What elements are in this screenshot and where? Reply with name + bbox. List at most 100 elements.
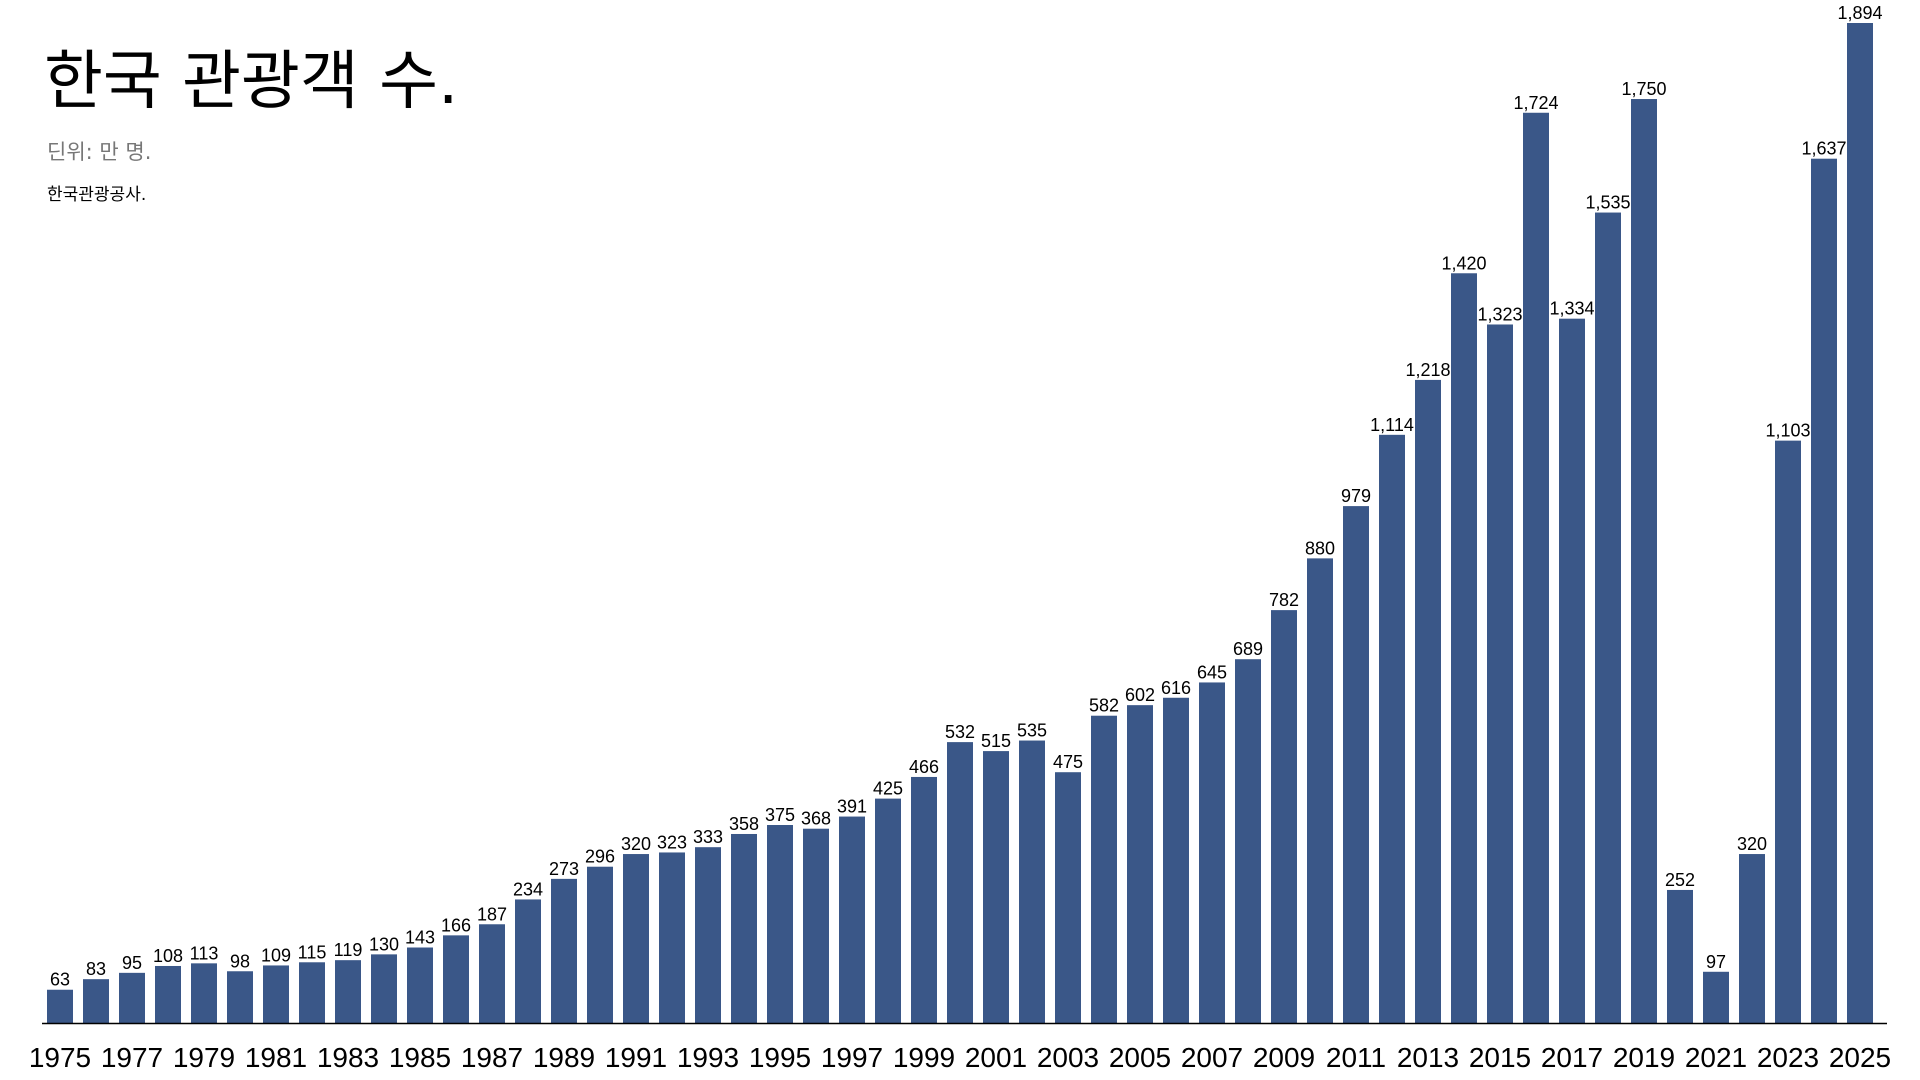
- data-label: 1,750: [1621, 79, 1666, 99]
- bar-2006: [1163, 697, 1189, 1023]
- bar-1978: [155, 965, 181, 1023]
- bar-1987: [479, 924, 505, 1023]
- bar-2019: [1631, 99, 1657, 1024]
- bar-1985: [407, 947, 433, 1023]
- chart-title: 한국 관광객 수.: [44, 45, 459, 119]
- data-label: 95: [122, 953, 142, 973]
- data-label: 391: [837, 797, 867, 817]
- x-tick-label: 2015: [1469, 1042, 1531, 1073]
- data-label: 97: [1706, 952, 1726, 972]
- bar-2004: [1091, 715, 1117, 1023]
- bar-1980: [227, 971, 253, 1023]
- data-label: 1,894: [1837, 3, 1882, 23]
- bar-1994: [731, 833, 757, 1023]
- bar-2005: [1127, 705, 1153, 1023]
- x-tick-label: 2013: [1397, 1042, 1459, 1073]
- data-label: 1,323: [1477, 304, 1522, 324]
- data-label: 979: [1341, 486, 1371, 506]
- data-label: 1,218: [1405, 360, 1450, 380]
- data-label: 475: [1053, 752, 1083, 772]
- data-label: 296: [585, 847, 615, 867]
- bar-2014: [1451, 273, 1477, 1023]
- bar-2007: [1199, 682, 1225, 1023]
- x-tick-label: 1981: [245, 1042, 307, 1073]
- bar-2023: [1775, 440, 1801, 1023]
- bar-1986: [443, 935, 469, 1023]
- bar-2009: [1271, 610, 1297, 1023]
- bar-1981: [263, 965, 289, 1023]
- x-tick-label: 1995: [749, 1042, 811, 1073]
- x-tick-label: 1987: [461, 1042, 523, 1073]
- x-tick-label: 2025: [1829, 1042, 1891, 1073]
- data-label: 252: [1665, 870, 1695, 890]
- data-label: 143: [405, 927, 435, 947]
- x-tick-label: 1983: [317, 1042, 379, 1073]
- bar-1989: [551, 878, 577, 1023]
- x-tick-label: 2007: [1181, 1042, 1243, 1073]
- x-tick-label: 2019: [1613, 1042, 1675, 1073]
- data-label: 782: [1269, 590, 1299, 610]
- bar-2024: [1811, 158, 1837, 1023]
- bar-2022: [1739, 854, 1765, 1023]
- data-label: 115: [298, 942, 327, 962]
- x-tick-label: 2009: [1253, 1042, 1315, 1073]
- x-tick-label: 1975: [29, 1042, 91, 1073]
- data-label: 119: [334, 940, 363, 960]
- x-tick-label: 1999: [893, 1042, 955, 1073]
- bar-1977: [119, 972, 145, 1023]
- bar-2010: [1307, 558, 1333, 1023]
- bar-2012: [1379, 434, 1405, 1024]
- data-label: 98: [230, 951, 250, 971]
- bar-1992: [659, 852, 685, 1023]
- data-label: 582: [1089, 696, 1119, 716]
- data-label: 368: [801, 809, 831, 829]
- data-label: 375: [765, 805, 795, 825]
- data-label: 109: [261, 945, 291, 965]
- bar-1998: [875, 798, 901, 1023]
- x-tick-label: 1979: [173, 1042, 235, 1073]
- bar-2020: [1667, 889, 1693, 1023]
- bar-1984: [371, 954, 397, 1023]
- data-label: 880: [1305, 538, 1335, 558]
- bar-2001: [983, 751, 1009, 1023]
- data-label: 602: [1125, 685, 1155, 705]
- data-label: 515: [981, 731, 1011, 751]
- bar-2016: [1523, 112, 1549, 1023]
- bar-2002: [1019, 740, 1045, 1023]
- data-label: 1,114: [1370, 415, 1414, 435]
- data-label: 1,103: [1765, 421, 1810, 441]
- bar-1983: [335, 960, 361, 1023]
- data-label: 320: [621, 834, 651, 854]
- data-label: 113: [190, 943, 219, 963]
- x-tick-label: 2023: [1757, 1042, 1819, 1073]
- data-label: 333: [693, 827, 723, 847]
- data-label: 323: [657, 832, 687, 852]
- x-tick-label: 1993: [677, 1042, 739, 1073]
- bar-2008: [1235, 659, 1261, 1023]
- x-tick-label: 1991: [605, 1042, 667, 1073]
- bar-1991: [623, 854, 649, 1023]
- bar-1988: [515, 899, 541, 1023]
- data-label: 108: [153, 946, 183, 966]
- data-label: 166: [441, 915, 471, 935]
- x-tick-label: 1997: [821, 1042, 883, 1073]
- data-label: 466: [909, 757, 939, 777]
- data-label: 532: [945, 722, 975, 742]
- data-label: 63: [50, 970, 70, 990]
- x-tick-label: 2021: [1685, 1042, 1747, 1073]
- data-label: 1,420: [1441, 253, 1486, 273]
- x-tick-label: 2017: [1541, 1042, 1603, 1073]
- bar-1997: [839, 816, 865, 1023]
- x-tick-label: 1985: [389, 1042, 451, 1073]
- bar-1999: [911, 776, 937, 1023]
- data-label: 358: [729, 814, 759, 834]
- data-label: 535: [1017, 721, 1047, 741]
- bar-2013: [1415, 379, 1441, 1023]
- bar-2018: [1595, 212, 1621, 1024]
- data-label: 273: [549, 859, 579, 879]
- data-label: 1,334: [1549, 299, 1594, 319]
- data-label: 689: [1233, 639, 1263, 659]
- data-label: 83: [86, 959, 106, 979]
- bar-1995: [767, 825, 793, 1023]
